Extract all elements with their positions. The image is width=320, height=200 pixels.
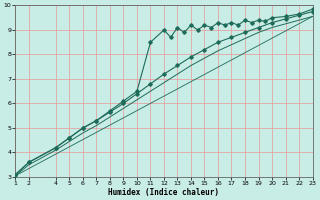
X-axis label: Humidex (Indice chaleur): Humidex (Indice chaleur) [108, 188, 220, 197]
